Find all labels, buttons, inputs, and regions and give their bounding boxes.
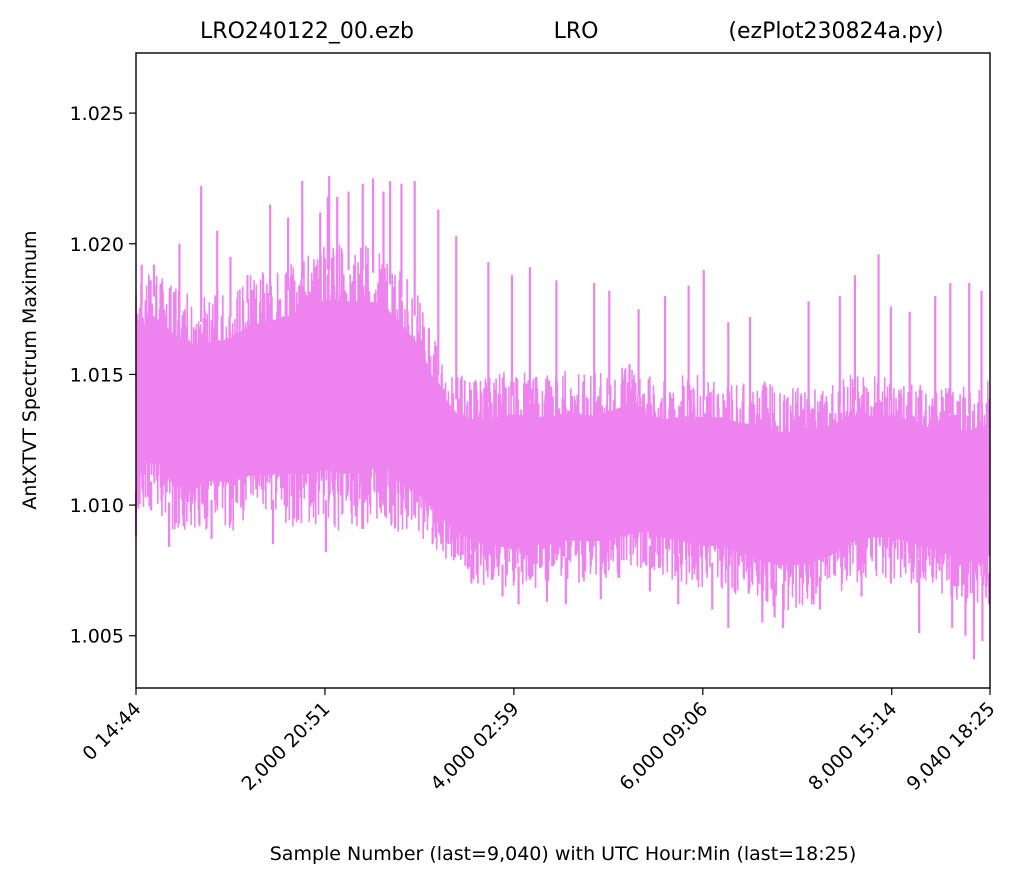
- y-tick-label: 1.025: [70, 103, 124, 125]
- x-tick-label: 2,000 20:51: [237, 698, 334, 795]
- y-tick-label: 1.020: [70, 234, 124, 256]
- x-tick-label: 0 14:44: [78, 698, 145, 765]
- plot-area: [134, 175, 991, 660]
- x-tick-label: 4,000 02:59: [426, 698, 523, 795]
- x-tick-label: 8,000 15:14: [804, 698, 901, 795]
- title-station: LRO: [554, 19, 599, 44]
- title-file-name: LRO240122_00.ezb: [200, 19, 414, 44]
- title-script-name: (ezPlot230824a.py): [728, 19, 943, 44]
- x-tick-label: 9,040 18:25: [903, 698, 1000, 795]
- x-axis: 0 14:44 2,000 20:51 4,000 02:59 6,000 09:06…: [78, 688, 1000, 795]
- y-axis-label: AntXTVT Spectrum Maximum: [19, 230, 41, 509]
- y-tick-label: 1.005: [70, 626, 124, 648]
- x-axis-label: Sample Number (last=9,040) with UTC Hour…: [270, 843, 857, 865]
- y-axis: 1.005 1.010 1.015 1.020 1.025: [70, 103, 136, 648]
- y-tick-label: 1.010: [70, 495, 124, 517]
- series-core: [136, 300, 990, 566]
- y-tick-label: 1.015: [70, 364, 124, 386]
- x-tick-label: 6,000 09:06: [615, 698, 712, 795]
- axes-frame: [135, 52, 991, 689]
